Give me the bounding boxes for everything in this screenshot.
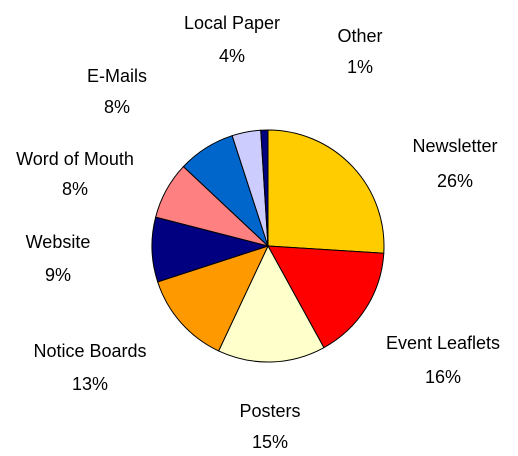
- slice-label: Posters: [239, 401, 300, 421]
- slice-label: Other: [337, 26, 382, 46]
- slice-value-label: 16%: [425, 367, 461, 387]
- slice-value-label: 15%: [252, 432, 288, 452]
- slice-value-label: 8%: [104, 97, 130, 117]
- pie-slice: [267, 245, 385, 349]
- slice-label: Website: [26, 232, 91, 252]
- pie-slice: [267, 129, 385, 254]
- slice-value-label: 4%: [219, 46, 245, 66]
- slice-label: Word of Mouth: [16, 149, 134, 169]
- slice-label: Newsletter: [412, 136, 497, 156]
- pie-slice: [217, 244, 325, 363]
- slice-label: Notice Boards: [33, 341, 146, 361]
- slice-label: E-Mails: [87, 66, 147, 86]
- slice-value-label: 26%: [437, 171, 473, 191]
- pie-slice: [260, 129, 269, 247]
- slice-label: Local Paper: [184, 13, 280, 33]
- pie-slice: [157, 245, 269, 352]
- slice-value-label: 13%: [72, 374, 108, 394]
- slice-value-label: 1%: [347, 57, 373, 77]
- slice-value-label: 8%: [62, 179, 88, 199]
- slice-value-label: 9%: [45, 265, 71, 285]
- slice-label: Event Leaflets: [386, 333, 500, 353]
